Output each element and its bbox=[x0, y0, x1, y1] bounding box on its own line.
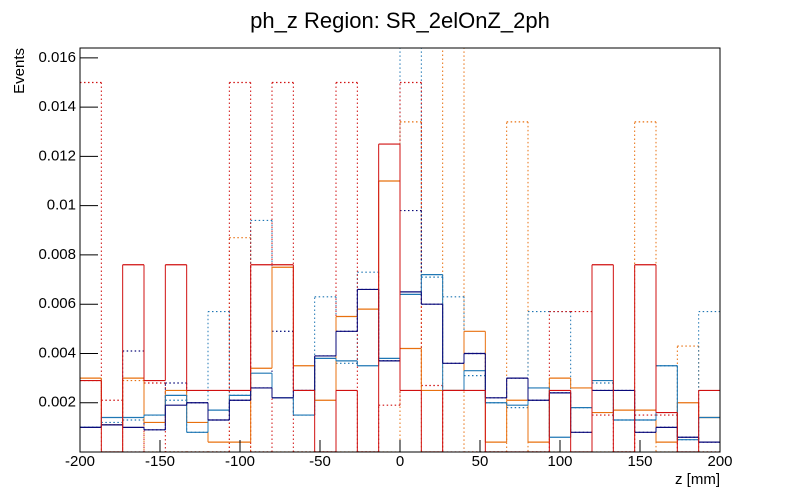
y-tick-label: 0.004 bbox=[38, 344, 76, 361]
x-tick-label: -50 bbox=[309, 453, 331, 470]
y-tick-label: 0.014 bbox=[38, 98, 76, 115]
x-tick-label: 200 bbox=[707, 453, 732, 470]
y-tick-label: 0.01 bbox=[47, 197, 76, 214]
y-tick-label: 0.012 bbox=[38, 147, 76, 164]
x-tick-label: -200 bbox=[65, 453, 95, 470]
y-tick-label: 0.006 bbox=[38, 295, 76, 312]
x-tick-label: 50 bbox=[472, 453, 489, 470]
y-axis-label: Events bbox=[11, 48, 28, 94]
x-tick-label: 150 bbox=[627, 453, 652, 470]
x-tick-label: -150 bbox=[145, 453, 175, 470]
y-tick-label: 0.008 bbox=[38, 246, 76, 263]
x-tick-label: -100 bbox=[225, 453, 255, 470]
chart-title: ph_z Region: SR_2elOnZ_2ph bbox=[250, 8, 550, 33]
x-axis-label: z [mm] bbox=[675, 471, 720, 488]
y-tick-label: 0.002 bbox=[38, 394, 76, 411]
y-tick-label: 0.016 bbox=[38, 49, 76, 66]
plot-area bbox=[80, 48, 720, 452]
x-tick-label: 100 bbox=[547, 453, 572, 470]
x-tick-label: 0 bbox=[396, 453, 404, 470]
